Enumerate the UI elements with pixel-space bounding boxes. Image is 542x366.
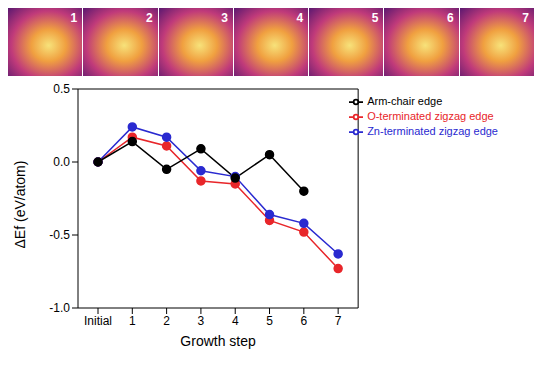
html-text:4: 4 xyxy=(296,11,304,25)
svg-text:0.0: 0.0 xyxy=(53,155,70,169)
svg-text:Growth step: Growth step xyxy=(180,333,256,349)
html-text:1: 1 xyxy=(70,11,78,25)
svg-text:3: 3 xyxy=(198,314,205,328)
html-text:Arm-chair edge: Arm-chair edge xyxy=(367,95,443,107)
html-text:2: 2 xyxy=(145,11,153,25)
svg-text:Initial: Initial xyxy=(84,314,112,328)
html-text:3: 3 xyxy=(221,11,228,25)
html-text:6: 6 xyxy=(447,11,454,25)
svg-text:2: 2 xyxy=(163,314,170,328)
svg-text:1: 1 xyxy=(129,314,136,328)
html-text:5: 5 xyxy=(371,11,379,25)
svg-text:0.5: 0.5 xyxy=(53,82,70,96)
svg-text:ΔEf (eV/atom): ΔEf (eV/atom) xyxy=(12,161,28,249)
svg-text:4: 4 xyxy=(232,314,239,328)
html-text:Zn-terminated zigzag edge: Zn-terminated zigzag edge xyxy=(367,125,498,138)
html-text:O-terminated zigzag edge: O-terminated zigzag edge xyxy=(367,110,494,123)
svg-text:-0.5: -0.5 xyxy=(49,228,70,242)
svg-text:7: 7 xyxy=(335,314,342,328)
svg-text:6: 6 xyxy=(300,314,307,328)
html-text:7: 7 xyxy=(522,11,529,25)
svg-text:-1.0: -1.0 xyxy=(49,301,70,315)
svg-text:5: 5 xyxy=(266,314,273,328)
